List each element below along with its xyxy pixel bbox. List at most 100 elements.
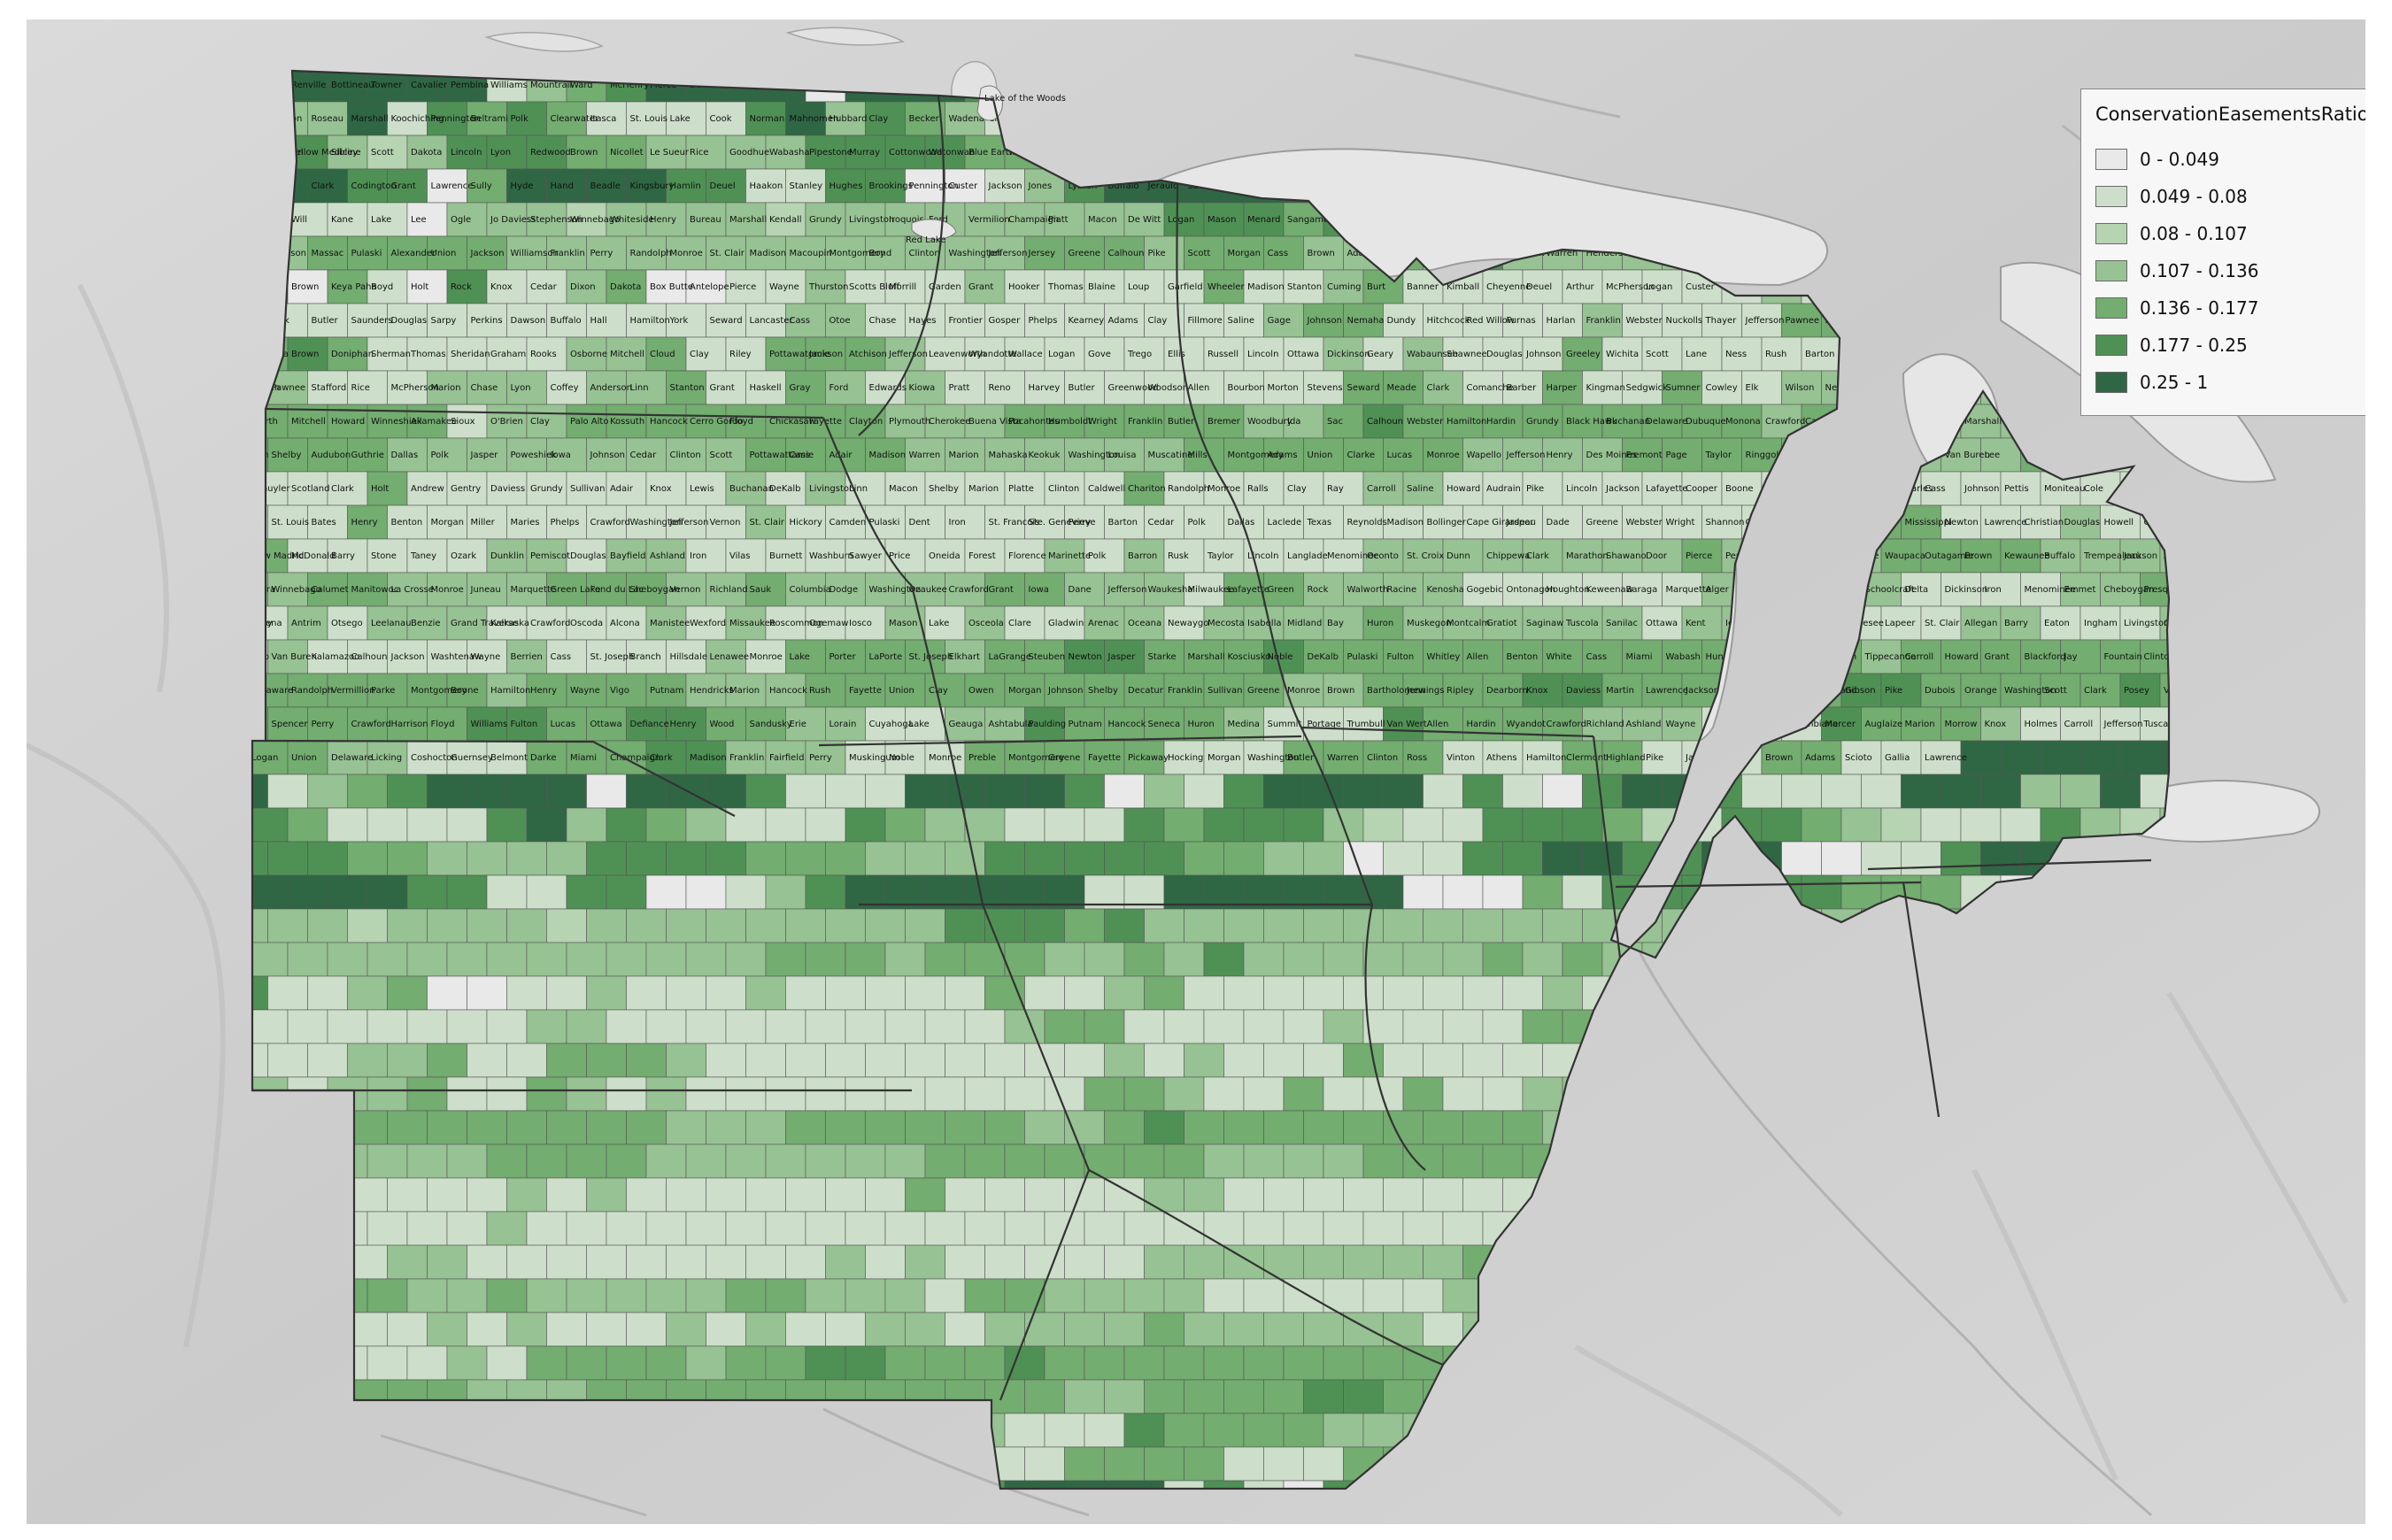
county-label: Knox [490, 282, 513, 292]
county-polygon [924, 1009, 966, 1044]
county-label: Caldwell [1088, 484, 1125, 494]
county-label: Pembina [451, 81, 489, 90]
county-label: Vermilion [968, 215, 1010, 225]
map-canvas[interactable]: DivideBurkeRenvilleBottineauTownerCavali… [27, 19, 2365, 1524]
county-polygon [1184, 1177, 1224, 1213]
county-polygon [1601, 471, 1643, 506]
county-polygon [785, 572, 826, 607]
county-polygon [506, 370, 547, 405]
county-label: Elk [1746, 383, 1759, 393]
county-polygon [845, 1143, 886, 1179]
county-label: Blaine [1088, 282, 1115, 292]
county-label: Jefferson [1506, 450, 1546, 460]
county-polygon [1104, 841, 1145, 876]
county-label: Pulaski [869, 518, 900, 527]
county-polygon [1423, 774, 1463, 809]
county-polygon [1163, 807, 1205, 843]
county-polygon [1064, 841, 1105, 876]
county-polygon [1960, 538, 2002, 574]
county-polygon [566, 1211, 607, 1246]
county-label: Trumbull [1346, 720, 1385, 729]
county-polygon [924, 874, 966, 910]
county-polygon [546, 1110, 587, 1145]
county-polygon [1084, 1278, 1125, 1313]
county-polygon [1163, 874, 1205, 910]
county-polygon [1522, 538, 1563, 574]
county-polygon [725, 538, 767, 574]
county-polygon [1482, 874, 1524, 910]
county-label: Lorain [829, 720, 857, 729]
county-polygon [884, 1009, 926, 1044]
county-polygon [685, 471, 727, 506]
county-polygon [1144, 975, 1184, 1011]
county-polygon [1402, 874, 1444, 910]
county-polygon [387, 706, 428, 742]
county-label: Green [1268, 585, 1294, 595]
county-polygon [1064, 303, 1105, 338]
county-label: Plymouth [889, 417, 930, 427]
county-polygon [964, 942, 1006, 977]
county-polygon [1163, 942, 1205, 977]
legend: ConservationEasementsRatio 0 - 0.049 0.04… [2080, 89, 2365, 416]
county-polygon [1084, 1345, 1125, 1381]
county-polygon [367, 673, 408, 708]
county-label: Greenwood [1108, 383, 1159, 393]
county-polygon [1163, 471, 1205, 506]
county-polygon [805, 605, 846, 641]
county-polygon [1184, 908, 1224, 943]
county-label: Morrill [889, 282, 916, 292]
county-polygon [1343, 1043, 1384, 1078]
county-polygon [347, 639, 388, 674]
county-label: Chariton [1128, 484, 1166, 494]
county-polygon [1601, 538, 1643, 574]
county-polygon [1123, 1278, 1165, 1313]
county-label: Lenawee [710, 652, 750, 662]
county-polygon [1144, 908, 1184, 943]
county-polygon [1084, 269, 1125, 304]
county-label: Jerauld [1147, 181, 1179, 191]
county-polygon [1144, 1244, 1184, 1280]
county-polygon [1402, 1211, 1444, 1246]
county-label: Johnson [1964, 484, 1999, 494]
county-label: Morgan [1208, 753, 1241, 763]
county-label: Kane [331, 215, 353, 225]
county-label: Dubois [1925, 686, 1956, 696]
county-polygon [1880, 740, 1922, 775]
county-label: Buffalo [551, 316, 582, 326]
county-polygon [1263, 1312, 1304, 1347]
county-polygon [1203, 471, 1245, 506]
county-label: Leavenworth [929, 350, 986, 359]
county-polygon [327, 605, 368, 641]
county-polygon [964, 269, 1006, 304]
county-polygon [805, 269, 846, 304]
legend-rows: 0 - 0.049 0.049 - 0.08 0.08 - 0.107 0.107 -… [2095, 141, 2361, 401]
county-label: Clinton [1367, 753, 1398, 763]
county-polygon [1303, 1312, 1344, 1347]
county-label: Stanley [790, 181, 823, 191]
county-label: Gage [1268, 316, 1291, 326]
county-polygon [327, 942, 368, 977]
county-polygon [387, 1110, 428, 1145]
county-label: Brown [1308, 249, 1335, 258]
county-polygon [287, 874, 328, 910]
county-polygon [506, 908, 547, 943]
county-polygon [1462, 1177, 1503, 1213]
county-label: Ida [1287, 417, 1300, 427]
county-polygon [1482, 336, 1524, 372]
county-label: Boone [451, 686, 479, 696]
county-label: Alger [1706, 585, 1730, 595]
county-polygon [406, 673, 448, 708]
county-polygon [745, 1177, 786, 1213]
county-label: Barton [1805, 350, 1834, 359]
county-polygon [845, 807, 886, 843]
county-polygon [945, 303, 985, 338]
county-label: Wichita [1606, 350, 1639, 359]
county-polygon [945, 504, 985, 540]
county-label: Clinton [2144, 652, 2175, 662]
county-polygon [506, 572, 547, 607]
county-polygon [964, 1143, 1006, 1179]
county-label: Wyandotte [968, 350, 1017, 359]
county-polygon [1163, 740, 1205, 775]
county-polygon [367, 1143, 408, 1179]
county-label: Beltrami [471, 114, 508, 124]
